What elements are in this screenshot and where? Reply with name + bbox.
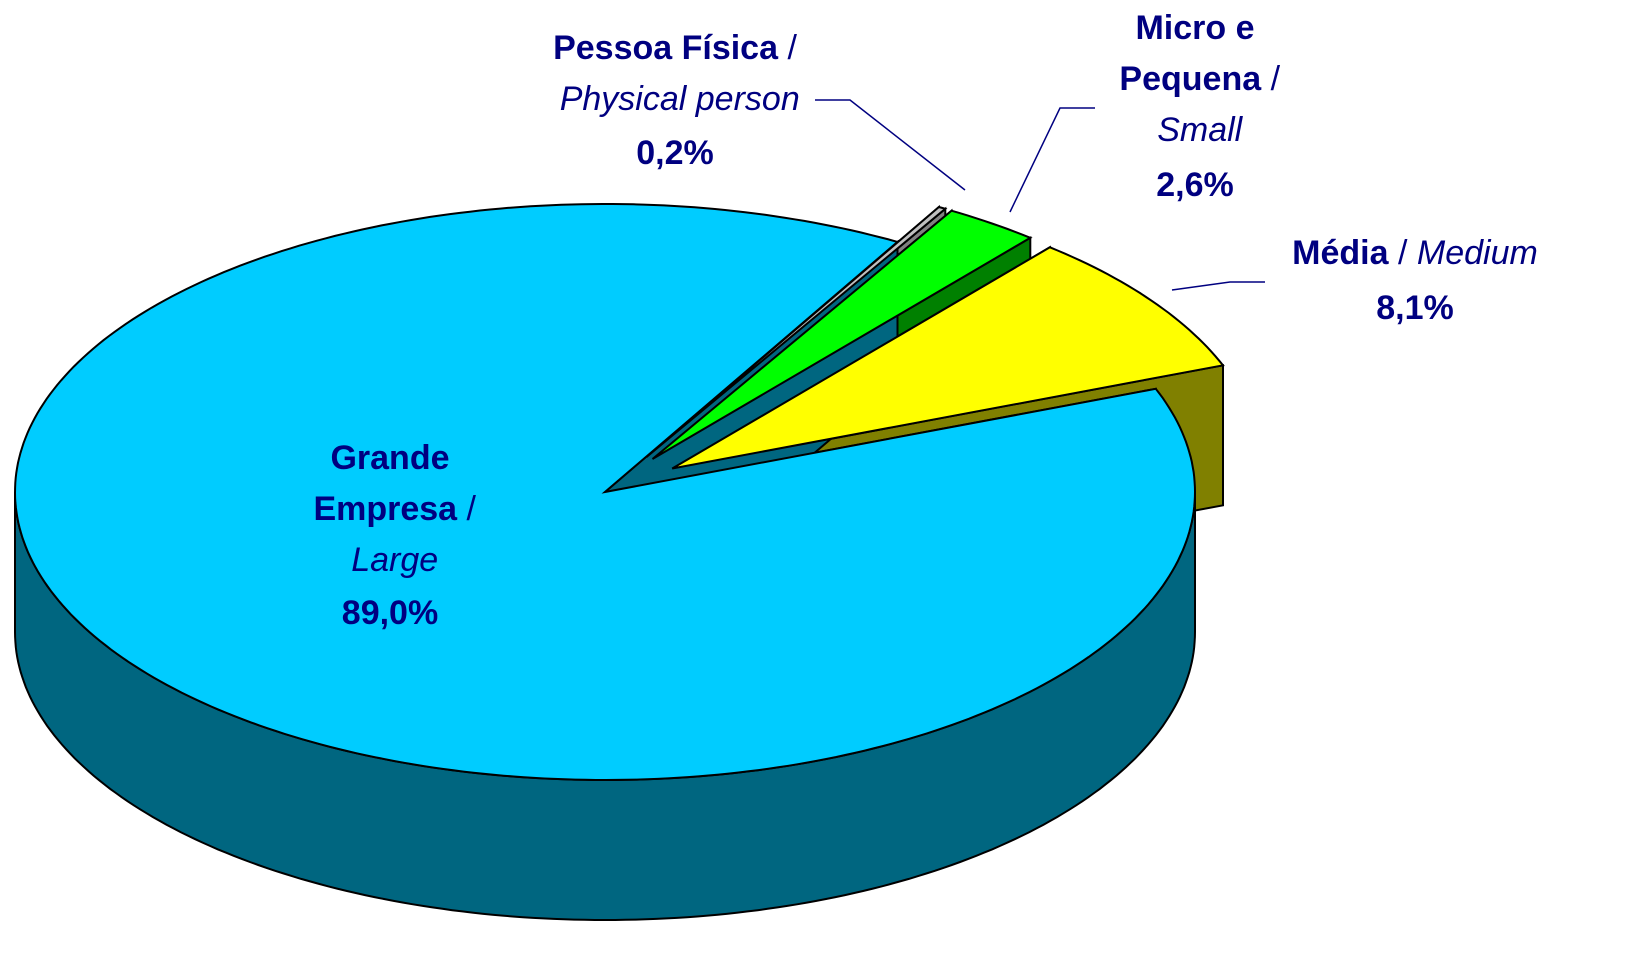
slice-label: Pessoa Física / Physical person (550, 29, 799, 118)
slice (651, 209, 1033, 460)
value-label: 8,1% (1376, 289, 1454, 327)
leader-lines (815, 99, 1265, 291)
leader-line (815, 99, 966, 191)
value-label: 2,6% (1156, 166, 1234, 204)
value-label: 89,0% (342, 594, 438, 632)
leader-line (1009, 107, 1095, 213)
slice (671, 246, 1225, 470)
slice (13, 203, 1197, 781)
leader-line (1171, 281, 1265, 291)
slice-label: Micro e Pequena / Small (1110, 9, 1281, 149)
value-label: 0,2% (636, 134, 714, 172)
slice-label: Média / Medium (1292, 234, 1538, 272)
slice-label: Grande Empresa / Large (304, 439, 477, 579)
